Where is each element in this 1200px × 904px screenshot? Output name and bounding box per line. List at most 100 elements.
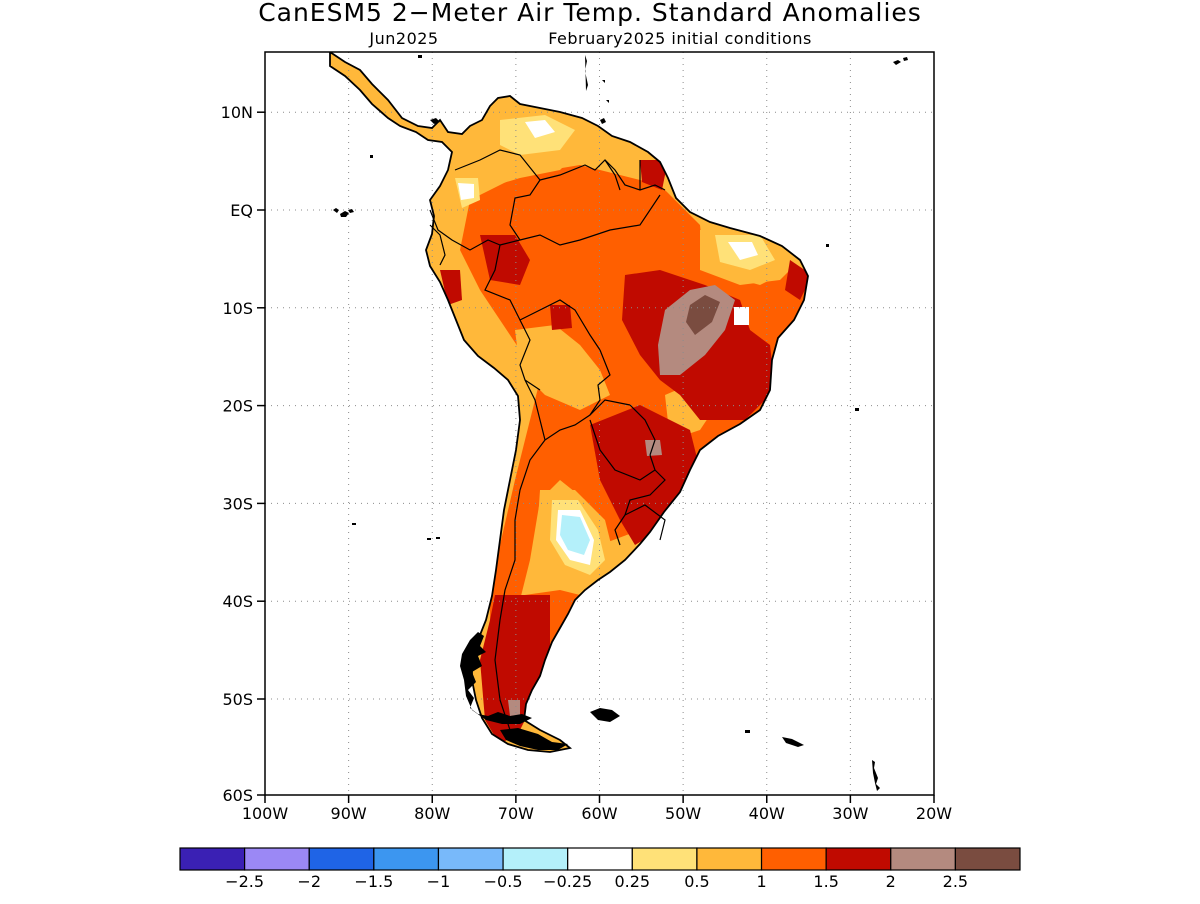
lat-label: 10S: [222, 299, 253, 318]
border-peru-brazil: [484, 244, 601, 351]
colorbar-swatch: [760, 847, 827, 871]
map-title: CanESM5 2−Meter Air Temp. Standard Anoma…: [258, 0, 922, 27]
tierra-del-fuego: [500, 728, 568, 750]
lon-label: 70W: [498, 804, 534, 823]
border-venezuela-brazil: [539, 159, 666, 191]
border-brazil-north: [519, 194, 661, 246]
trindade-island: [855, 408, 859, 411]
border-argentina-uruguay: [614, 514, 626, 546]
colorbar-swatch: [308, 847, 375, 871]
lon-label: 90W: [331, 804, 367, 823]
lon-label: 30W: [832, 804, 868, 823]
anomaly-near-zero-ceara: [728, 242, 758, 260]
border-guyana-suriname: [604, 159, 641, 191]
cape-verde-islands: [893, 57, 908, 65]
lon-label: 40W: [749, 804, 785, 823]
lat-label: 20S: [222, 397, 253, 416]
colorbar-label: 0.5: [684, 872, 709, 891]
lon-label: 100W: [242, 804, 289, 823]
colorbar-swatch: [437, 847, 504, 871]
fernando-de-noronha: [826, 244, 829, 247]
colorbar-swatch: [244, 847, 310, 871]
caribbean-islands: [585, 55, 609, 124]
border-bolivia-brazil: [589, 349, 611, 416]
colorbar-label: 1.5: [813, 872, 838, 891]
chiloe-fjords: [460, 632, 532, 724]
colorbar-label: −2.5: [225, 872, 264, 891]
lat-label: 30S: [222, 494, 253, 513]
colorbar-swatch: [954, 847, 1021, 871]
anomaly-2-2.5-parana: [645, 440, 662, 456]
anomaly-gt-2.5-brazil: [686, 295, 720, 335]
anomaly-near-zero-ecuador: [458, 183, 474, 200]
colorbar-label: −1: [427, 872, 451, 891]
border-uruguay-brazil: [624, 504, 666, 541]
colorbar-swatch: [502, 847, 569, 871]
shetland-dot: [745, 730, 750, 733]
anomaly-1.5-2-bolivia-pocket: [550, 305, 572, 330]
anomaly-0.5-1-peru: [450, 290, 510, 365]
colorbar-label: −2: [297, 872, 321, 891]
anomaly-1.5-2-peru-coast: [440, 270, 462, 305]
lat-label: 60S: [222, 786, 253, 805]
border-argentina-brazil: [624, 469, 666, 516]
map-area: [265, 52, 934, 795]
colorbar-label: −0.25: [543, 872, 592, 891]
anomaly-near-zero-venezuela: [525, 120, 555, 138]
colorbar-swatch: [890, 847, 956, 871]
lon-label: 20W: [916, 804, 952, 823]
colorbar-label: −0.5: [484, 872, 523, 891]
border-chile-argentina: [494, 439, 546, 731]
anomaly-missing-cell: [734, 307, 749, 325]
colorbar-swatch: [631, 847, 698, 871]
anomaly-1.5-2-guiana: [640, 160, 668, 190]
colorbar-swatch: [696, 847, 763, 871]
anomaly-1.5-2-amazon-west: [480, 235, 530, 285]
lat-label: 50S: [222, 690, 253, 709]
lat-label: 40S: [222, 592, 253, 611]
border-paraguay-brazil: [629, 404, 656, 456]
bahamas-shadows: [418, 55, 440, 124]
colorbar-label: 0.25: [614, 872, 650, 891]
anomaly-1.5-2-northeast-coast: [785, 260, 808, 300]
lat-label: EQ: [230, 201, 253, 220]
colorbar-label: 1: [756, 872, 766, 891]
border-colombia-peru: [429, 209, 501, 251]
border-peru-bolivia: [519, 319, 541, 391]
border-ecuador-peru: [429, 224, 446, 266]
anomaly-1.5-2-patagonia: [480, 595, 550, 745]
latitude-axis: 10N EQ 10S 20S 30S 40S 50S 60S: [221, 103, 265, 805]
lon-label: 60W: [581, 804, 617, 823]
juan-fernandez: [427, 537, 440, 540]
colorbar-label: −1.5: [354, 872, 393, 891]
lon-label: 80W: [414, 804, 450, 823]
border-bolivia-paraguay: [544, 399, 631, 441]
colorbar-swatch: [179, 847, 246, 871]
colorbar-labels: −2.5 −2 −1.5 −1 −0.5 −0.25 0.25 0.5 1 1.5 2 2.5: [225, 872, 968, 891]
border-paraguay-argentina: [589, 419, 656, 481]
anomaly-2-2.5-tierra: [508, 700, 520, 716]
longitude-axis: 100W 90W 80W 70W 60W 50W 40W 30W 20W: [242, 795, 952, 823]
anomaly-1-1.5: [460, 165, 808, 640]
anomaly-field: [330, 52, 808, 752]
lon-label: 50W: [665, 804, 701, 823]
coastline: [329, 52, 809, 753]
forecast-month: Jun2025: [368, 29, 438, 48]
colorbar-label: 2: [886, 872, 896, 891]
border-bolivia-chile: [524, 379, 546, 441]
country-borders: [429, 149, 666, 731]
colorbar-label: 2.5: [943, 872, 968, 891]
tristan-islands: [872, 760, 880, 791]
initial-conditions: February2025 initial conditions: [548, 29, 812, 48]
colorbar-swatch: [373, 847, 440, 871]
lat-label: 10N: [221, 103, 253, 122]
anomaly-neg-0.25-argentina: [560, 515, 590, 555]
colorbar-swatch: [567, 847, 633, 871]
islands: [333, 55, 908, 791]
south-georgia: [782, 737, 804, 747]
colorbar: [179, 847, 1021, 871]
galapagos-islands: [333, 208, 354, 217]
border-colombia-venezuela: [454, 149, 541, 246]
